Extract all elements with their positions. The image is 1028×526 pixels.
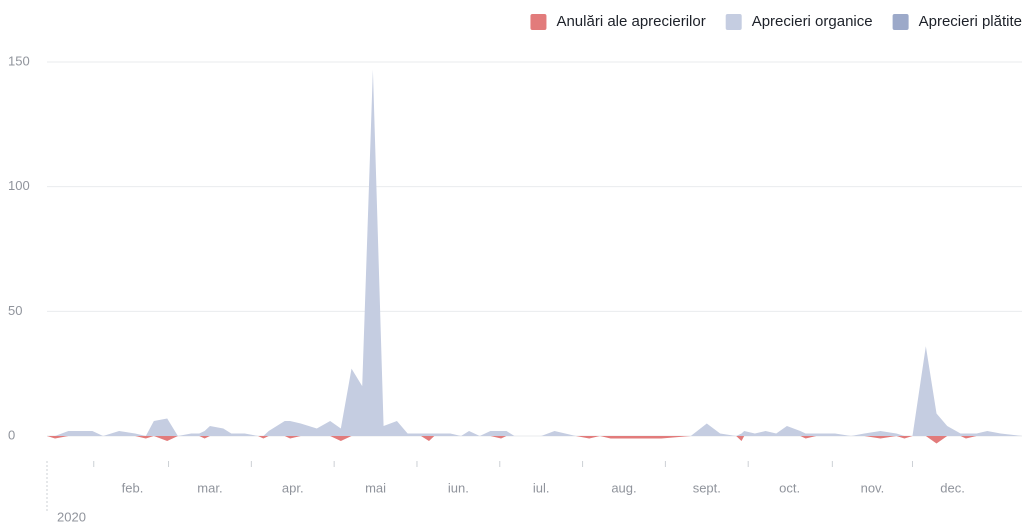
legend-swatch [725, 14, 742, 30]
y-tick-label: 150 [8, 53, 30, 68]
y-tick-label: 100 [8, 178, 30, 193]
x-tick-label: iun. [448, 480, 469, 495]
x-tick-label: sept. [693, 480, 721, 495]
x-tick-label: feb. [122, 480, 144, 495]
legend-swatch [530, 14, 547, 30]
y-tick-label: 50 [8, 303, 22, 318]
x-tick-label: apr. [282, 480, 304, 495]
legend-label: Aprecieri plătite [919, 13, 1022, 30]
x-tick-label: mar. [197, 480, 222, 495]
y-tick-label: 0 [8, 427, 15, 442]
year-label: 2020 [57, 509, 86, 524]
x-tick-label: aug. [611, 480, 636, 495]
legend-label: Aprecieri organice [752, 13, 873, 30]
x-tick-label: nov. [861, 480, 885, 495]
legend: Aprecieri plătite Aprecieri organice Anulă… [530, 13, 1022, 30]
x-tick-label: oct. [779, 480, 800, 495]
area [47, 436, 1022, 444]
x-tick-label: mai [365, 480, 386, 495]
area [47, 69, 1022, 436]
x-tick-label: dec. [940, 480, 965, 495]
legend-label: Anulări ale aprecierilor [556, 13, 705, 30]
legend-swatch [892, 14, 909, 30]
x-tick-label: iul. [533, 480, 550, 495]
